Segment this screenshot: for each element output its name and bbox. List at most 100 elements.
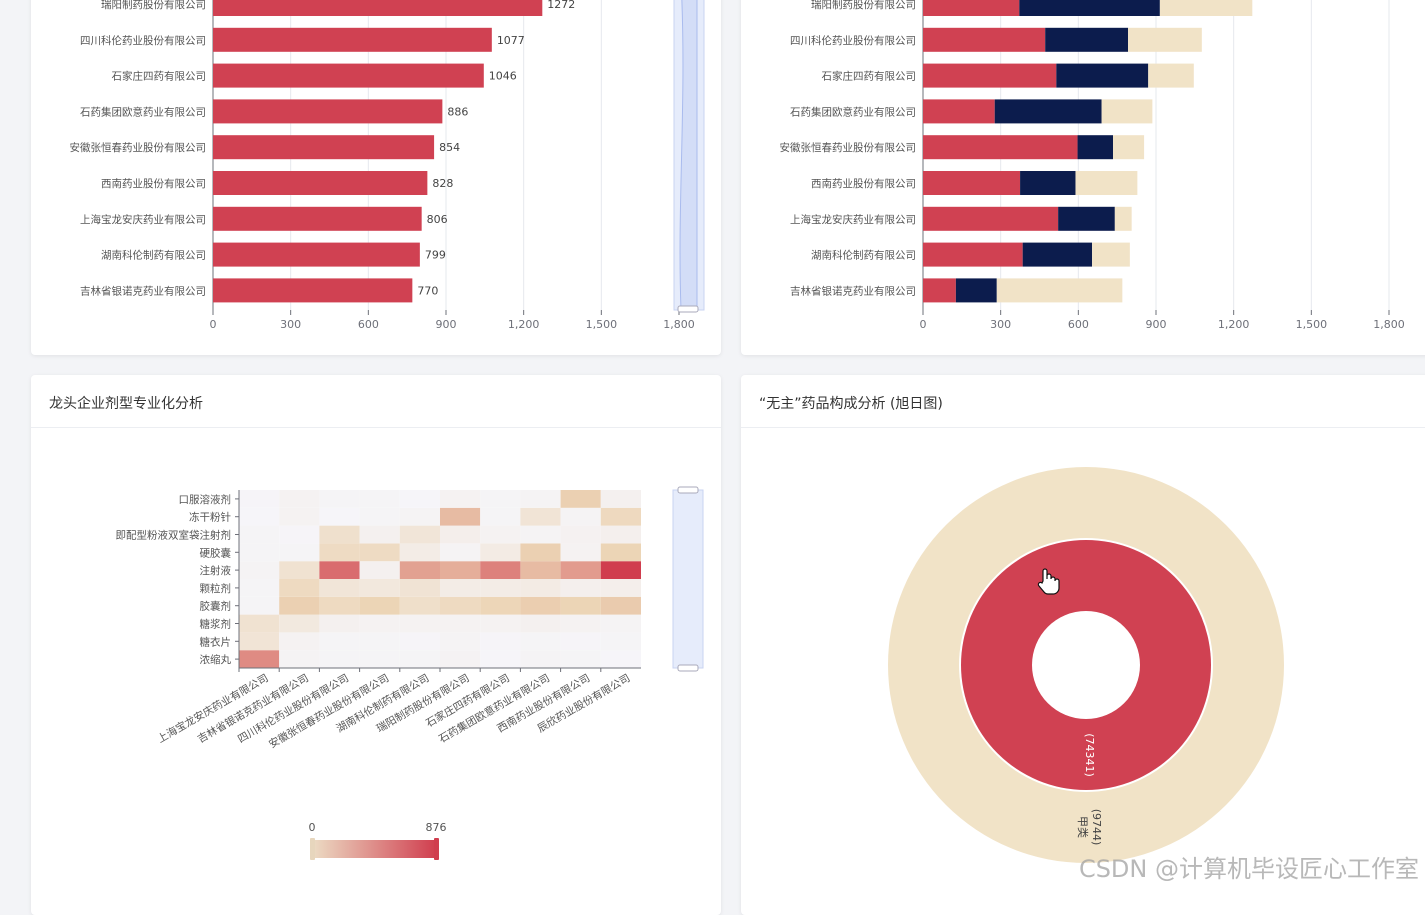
zoom-slider-handle[interactable]: [677, 486, 699, 494]
bar[interactable]: [213, 206, 422, 231]
heatmap-cell[interactable]: [359, 596, 400, 615]
heatmap-cell[interactable]: [239, 579, 280, 597]
heatmap-cell[interactable]: [359, 632, 400, 651]
stacked-bar-segment[interactable]: [955, 278, 997, 303]
stacked-bar-segment[interactable]: [1148, 63, 1194, 88]
heatmap-cell[interactable]: [399, 614, 440, 633]
heatmap-cell[interactable]: [319, 561, 360, 579]
heatmap-cell[interactable]: [359, 614, 400, 633]
heatmap-cell[interactable]: [480, 579, 521, 597]
heatmap-cell[interactable]: [560, 596, 601, 615]
heatmap-cell[interactable]: [440, 525, 481, 544]
heatmap-cell[interactable]: [560, 632, 601, 651]
heatmap-cell[interactable]: [279, 543, 320, 562]
heatmap-cell[interactable]: [399, 507, 440, 526]
heatmap-cell[interactable]: [520, 596, 561, 615]
heatmap-cell[interactable]: [359, 525, 400, 544]
heatmap-cell[interactable]: [279, 579, 320, 597]
heatmap-cell[interactable]: [520, 490, 561, 508]
stacked-bar-segment[interactable]: [923, 99, 995, 124]
stacked-bar-segment[interactable]: [1022, 242, 1093, 267]
stacked-bar-segment[interactable]: [996, 278, 1123, 303]
heatmap-cell[interactable]: [440, 650, 481, 668]
heatmap-cell[interactable]: [520, 579, 561, 597]
stacked-bar-segment[interactable]: [923, 63, 1057, 88]
heatmap-cell[interactable]: [440, 596, 481, 615]
heatmap-cell[interactable]: [319, 579, 360, 597]
heatmap-cell[interactable]: [600, 543, 641, 562]
heatmap-cell[interactable]: [440, 507, 481, 526]
heatmap-cell[interactable]: [440, 579, 481, 597]
bar[interactable]: [213, 242, 420, 267]
stacked-bar-segment[interactable]: [1056, 63, 1149, 88]
heatmap-cell[interactable]: [560, 579, 601, 597]
heatmap-cell[interactable]: [279, 650, 320, 668]
heatmap-cell[interactable]: [319, 632, 360, 651]
heatmap-cell[interactable]: [399, 596, 440, 615]
heatmap-cell[interactable]: [319, 650, 360, 668]
stacked-bar-segment[interactable]: [1128, 27, 1202, 52]
heatmap-cell[interactable]: [480, 525, 521, 544]
heatmap-cell[interactable]: [279, 596, 320, 615]
heatmap-cell[interactable]: [440, 561, 481, 579]
heatmap-cell[interactable]: [480, 561, 521, 579]
stacked-bar-segment[interactable]: [1058, 206, 1115, 231]
stacked-bar-segment[interactable]: [1101, 99, 1153, 124]
heatmap-cell[interactable]: [520, 561, 561, 579]
heatmap-cell[interactable]: [480, 507, 521, 526]
bar[interactable]: [213, 171, 428, 195]
heatmap-cell[interactable]: [239, 650, 280, 668]
heatmap-cell[interactable]: [399, 490, 440, 508]
heatmap-cell[interactable]: [359, 579, 400, 597]
heatmap-cell[interactable]: [560, 507, 601, 526]
heatmap-cell[interactable]: [440, 543, 481, 562]
stacked-bar-segment[interactable]: [1159, 0, 1253, 16]
heatmap-cell[interactable]: [319, 596, 360, 615]
heatmap-cell[interactable]: [399, 561, 440, 579]
heatmap-cell[interactable]: [480, 543, 521, 562]
bar[interactable]: [213, 27, 492, 52]
heatmap-cell[interactable]: [600, 596, 641, 615]
heatmap-cell[interactable]: [239, 490, 280, 508]
heatmap-cell[interactable]: [440, 632, 481, 651]
stacked-bar-segment[interactable]: [1045, 27, 1129, 52]
heatmap-cell[interactable]: [359, 561, 400, 579]
heatmap-cell[interactable]: [520, 525, 561, 544]
heatmap-cell[interactable]: [560, 543, 601, 562]
heatmap-cell[interactable]: [399, 632, 440, 651]
heatmap-cell[interactable]: [279, 507, 320, 526]
stacked-bar-segment[interactable]: [1113, 135, 1145, 160]
heatmap-cell[interactable]: [359, 650, 400, 668]
heatmap-cell[interactable]: [239, 596, 280, 615]
heatmap-cell[interactable]: [279, 525, 320, 544]
heatmap-cell[interactable]: [279, 614, 320, 633]
zoom-slider-track[interactable]: [672, 489, 704, 669]
sunburst-chart[interactable]: (74341) 甲类 (9744): [741, 375, 1425, 915]
heatmap-cell[interactable]: [359, 543, 400, 562]
heatmap-cell[interactable]: [520, 543, 561, 562]
heatmap-cell[interactable]: [560, 561, 601, 579]
heatmap-cell[interactable]: [319, 507, 360, 526]
heatmap-cell[interactable]: [520, 650, 561, 668]
heatmap-cell[interactable]: [560, 614, 601, 633]
heatmap-cell[interactable]: [600, 650, 641, 668]
stacked-bar-segment[interactable]: [923, 135, 1078, 160]
heatmap-cell[interactable]: [279, 632, 320, 651]
heatmap-cell[interactable]: [319, 614, 360, 633]
heatmap-cell[interactable]: [520, 614, 561, 633]
heatmap-cell[interactable]: [600, 579, 641, 597]
heatmap-cell[interactable]: [239, 525, 280, 544]
heatmap-cell[interactable]: [279, 490, 320, 508]
heatmap-cell[interactable]: [480, 614, 521, 633]
stacked-bar-segment[interactable]: [994, 99, 1102, 124]
bar[interactable]: [213, 278, 413, 303]
heatmap-cell[interactable]: [480, 632, 521, 651]
heatmap-cell[interactable]: [560, 490, 601, 508]
heatmap-cell[interactable]: [520, 632, 561, 651]
stacked-bar-segment[interactable]: [923, 278, 956, 303]
heatmap-cell[interactable]: [399, 525, 440, 544]
zoom-slider-handle[interactable]: [677, 305, 699, 313]
heatmap-cell[interactable]: [480, 596, 521, 615]
heatmap-cell[interactable]: [480, 650, 521, 668]
visual-map-handle-max[interactable]: [434, 838, 439, 860]
